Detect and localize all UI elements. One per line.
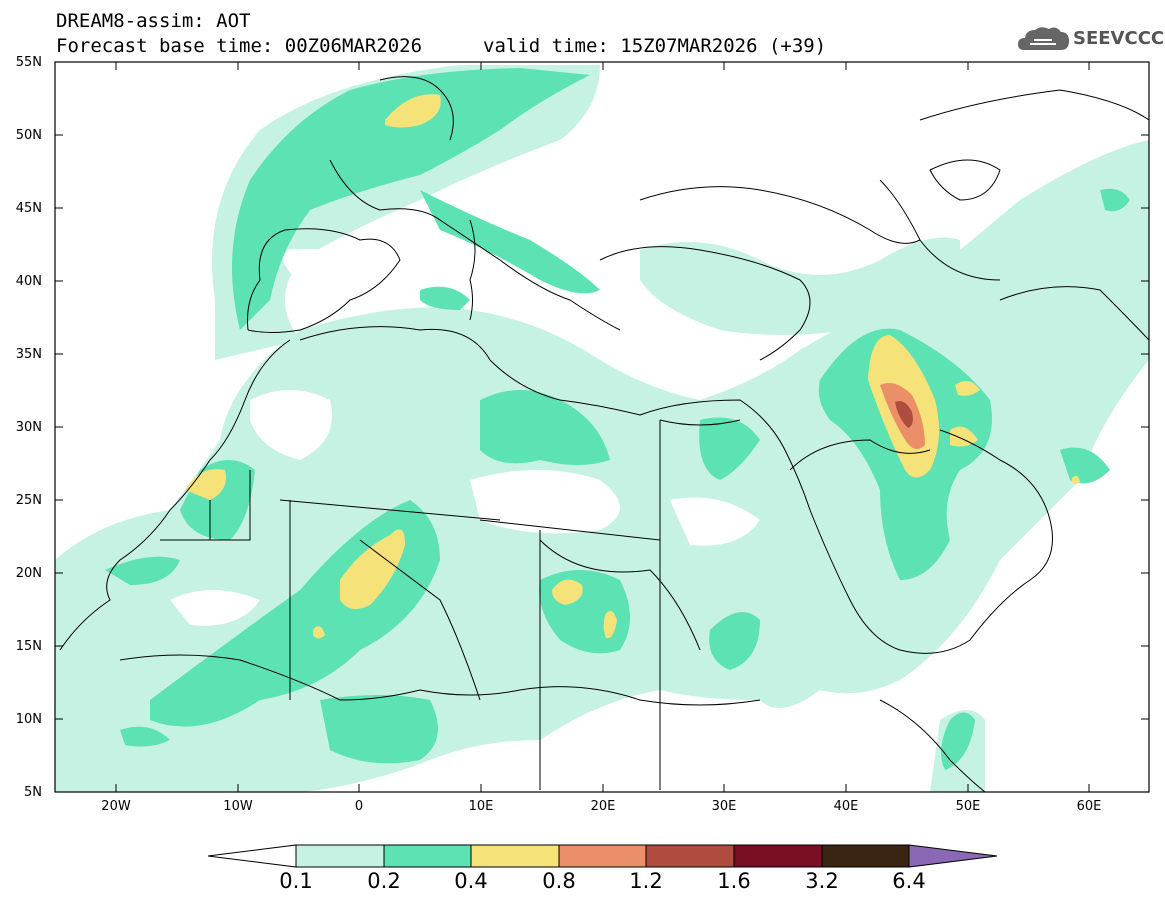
colorbar-label: 0.2 bbox=[367, 869, 401, 893]
colorbar-label: 1.2 bbox=[629, 869, 663, 893]
colorbar-bin-4 bbox=[645, 844, 735, 868]
lat-label: 40N bbox=[15, 274, 42, 289]
colorbar-label: 0.1 bbox=[279, 869, 313, 893]
lat-label: 20N bbox=[15, 566, 42, 581]
lon-label: 60E bbox=[1076, 799, 1102, 814]
lon-label: 40E bbox=[833, 799, 859, 814]
colorbar-label: 3.2 bbox=[805, 869, 839, 893]
colorbar-high-arrow bbox=[908, 844, 998, 868]
lon-label: 20E bbox=[590, 799, 616, 814]
cloud-icon bbox=[1018, 27, 1069, 50]
colorbar-label: 1.6 bbox=[717, 869, 751, 893]
lat-label: 5N bbox=[24, 785, 42, 800]
lat-label: 50N bbox=[15, 128, 42, 143]
lat-label: 30N bbox=[15, 420, 42, 435]
lat-label: 10N bbox=[15, 712, 42, 727]
valid-time: valid time: 15Z07MAR2026 (+39) bbox=[483, 35, 827, 57]
lat-label: 15N bbox=[15, 639, 42, 654]
colorbar-bin-5 bbox=[733, 844, 823, 868]
colorbar-label: 6.4 bbox=[892, 869, 926, 893]
colorbar-bin-0 bbox=[295, 844, 385, 868]
seevccc-logo: SEEVCCC bbox=[1016, 22, 1164, 56]
colorbar-bin-1 bbox=[383, 844, 472, 868]
logo-text: SEEVCCC bbox=[1073, 28, 1165, 49]
colorbar-label: 0.4 bbox=[454, 869, 488, 893]
lon-label: 10W bbox=[223, 799, 253, 814]
lon-label: 30E bbox=[711, 799, 737, 814]
lon-label: 10E bbox=[468, 799, 494, 814]
axis-ticks bbox=[55, 61, 1149, 793]
lat-label: 25N bbox=[15, 493, 42, 508]
map-title: DREAM8-assim: AOT bbox=[56, 10, 251, 32]
lon-label: 0 bbox=[354, 799, 364, 814]
colorbar-bin-6 bbox=[821, 844, 910, 868]
lon-label: 20W bbox=[101, 799, 131, 814]
coastlines bbox=[59, 76, 1149, 792]
aot-field bbox=[55, 65, 1149, 792]
lon-label: 50E bbox=[955, 799, 981, 814]
lat-label: 35N bbox=[15, 347, 42, 362]
colorbar-bin-2 bbox=[470, 844, 560, 868]
colorbar bbox=[207, 844, 998, 868]
lat-label: 55N bbox=[15, 55, 42, 70]
lat-label: 45N bbox=[15, 201, 42, 216]
forecast-base-time: Forecast base time: 00Z06MAR2026 bbox=[56, 35, 423, 57]
colorbar-low-arrow bbox=[207, 844, 297, 868]
colorbar-bin-3 bbox=[558, 844, 647, 868]
colorbar-label: 0.8 bbox=[542, 869, 576, 893]
